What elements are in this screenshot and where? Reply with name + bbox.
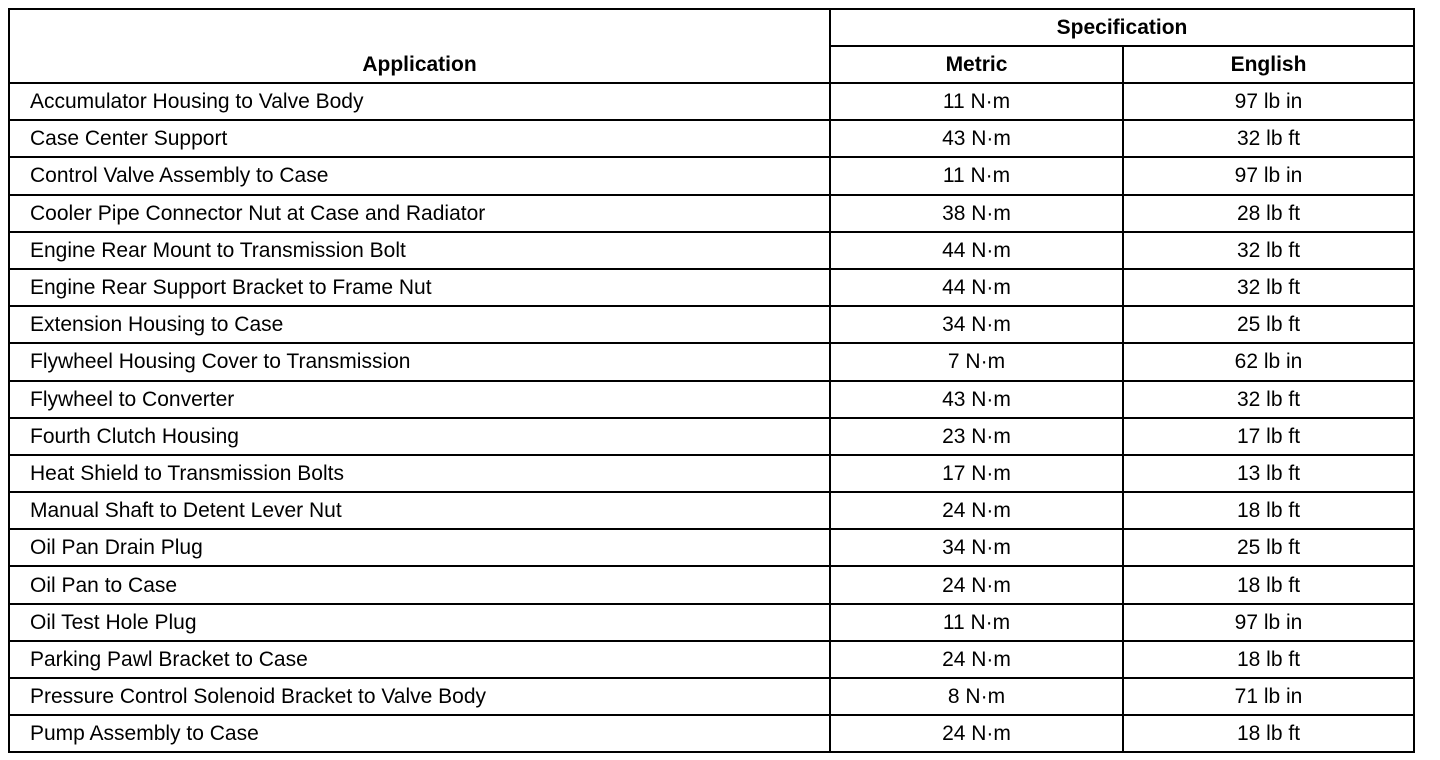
cell-application: Flywheel Housing Cover to Transmission — [8, 342, 831, 382]
cell-metric: 11 N·m — [829, 156, 1124, 196]
cell-english: 25 lb ft — [1121, 528, 1416, 568]
cell-english: 97 lb in — [1121, 602, 1416, 642]
table-row: Pump Assembly to Case 24 N·m 18 lb ft — [8, 714, 1416, 754]
table-row: Flywheel Housing Cover to Transmission 7 … — [8, 342, 1416, 382]
cell-metric: 11 N·m — [829, 81, 1124, 122]
cell-application: Oil Test Hole Plug — [8, 602, 831, 642]
table-row: Engine Rear Mount to Transmission Bolt 44… — [8, 230, 1416, 270]
table-row: Accumulator Housing to Valve Body 11 N·m 9… — [8, 81, 1416, 122]
cell-english: 32 lb ft — [1121, 230, 1416, 270]
cell-english: 18 lb ft — [1121, 565, 1416, 605]
cell-english: 71 lb in — [1121, 676, 1416, 717]
cell-metric: 43 N·m — [829, 379, 1124, 419]
table-row: Pressure Control Solenoid Bracket to Val… — [8, 676, 1416, 717]
header-specification: Specification — [828, 8, 1416, 47]
cell-english: 17 lb ft — [1121, 416, 1416, 456]
table-row: Flywheel to Converter 43 N·m 32 lb ft — [8, 379, 1416, 419]
cell-application: Case Center Support — [8, 119, 831, 159]
cell-english: 18 lb ft — [1121, 714, 1416, 754]
cell-application: Extension Housing to Case — [8, 305, 831, 345]
cell-metric: 44 N·m — [829, 230, 1124, 270]
cell-metric: 24 N·m — [829, 491, 1124, 531]
cell-metric: 44 N·m — [829, 267, 1124, 308]
cell-metric: 11 N·m — [829, 602, 1124, 642]
cell-application: Engine Rear Support Bracket to Frame Nut — [8, 267, 831, 308]
table-row: Extension Housing to Case 34 N·m 25 lb ft — [8, 305, 1416, 345]
cell-metric: 17 N·m — [829, 453, 1124, 494]
table-row: Oil Test Hole Plug 11 N·m 97 lb in — [8, 602, 1416, 642]
cell-metric: 24 N·m — [829, 714, 1124, 754]
cell-metric: 34 N·m — [829, 305, 1124, 345]
cell-application: Heat Shield to Transmission Bolts — [8, 453, 831, 494]
table-row: Case Center Support 43 N·m 32 lb ft — [8, 119, 1416, 159]
table-row: Oil Pan Drain Plug 34 N·m 25 lb ft — [8, 528, 1416, 568]
table-row: Control Valve Assembly to Case 11 N·m 97 l… — [8, 156, 1416, 196]
cell-english: 18 lb ft — [1121, 491, 1416, 531]
cell-english: 18 lb ft — [1121, 639, 1416, 680]
cell-metric: 38 N·m — [829, 193, 1124, 233]
table-row: Heat Shield to Transmission Bolts 17 N·m 1… — [8, 453, 1416, 494]
cell-english: 97 lb in — [1121, 81, 1416, 122]
table-row: Engine Rear Support Bracket to Frame Nut… — [8, 267, 1416, 308]
cell-english: 25 lb ft — [1121, 305, 1416, 345]
cell-application: Control Valve Assembly to Case — [8, 156, 831, 196]
table-row: Parking Pawl Bracket to Case 24 N·m 18 lb … — [8, 639, 1416, 680]
header-metric: Metric — [829, 45, 1124, 84]
cell-metric: 34 N·m — [829, 528, 1124, 568]
cell-english: 32 lb ft — [1121, 379, 1416, 419]
cell-english: 32 lb ft — [1121, 267, 1416, 308]
cell-application: Accumulator Housing to Valve Body — [8, 81, 831, 122]
cell-application: Engine Rear Mount to Transmission Bolt — [8, 230, 831, 270]
cell-application: Oil Pan Drain Plug — [8, 528, 831, 568]
table-row: Fourth Clutch Housing 23 N·m 17 lb ft — [8, 416, 1416, 456]
cell-application: Parking Pawl Bracket to Case — [8, 639, 831, 680]
torque-spec-table: Application Specification Metric English… — [8, 8, 1416, 754]
cell-english: 97 lb in — [1121, 156, 1416, 196]
cell-application: Pressure Control Solenoid Bracket to Val… — [8, 676, 831, 717]
cell-metric: 8 N·m — [829, 676, 1124, 717]
cell-application: Oil Pan to Case — [8, 565, 831, 605]
cell-application: Manual Shaft to Detent Lever Nut — [8, 491, 831, 531]
header-english: English — [1121, 45, 1416, 84]
cell-metric: 7 N·m — [829, 342, 1124, 382]
cell-application: Flywheel to Converter — [8, 379, 831, 419]
table-row: Cooler Pipe Connector Nut at Case and Ra… — [8, 193, 1416, 233]
cell-english: 28 lb ft — [1121, 193, 1416, 233]
cell-application: Cooler Pipe Connector Nut at Case and Ra… — [8, 193, 831, 233]
cell-english: 13 lb ft — [1121, 453, 1416, 494]
cell-metric: 43 N·m — [829, 119, 1124, 159]
table-row: Oil Pan to Case 24 N·m 18 lb ft — [8, 565, 1416, 605]
table-row: Manual Shaft to Detent Lever Nut 24 N·m 18… — [8, 491, 1416, 531]
cell-english: 32 lb ft — [1121, 119, 1416, 159]
header-application: Application — [8, 8, 831, 84]
cell-metric: 24 N·m — [829, 639, 1124, 680]
cell-application: Pump Assembly to Case — [8, 714, 831, 754]
cell-english: 62 lb in — [1121, 342, 1416, 382]
cell-metric: 23 N·m — [829, 416, 1124, 456]
cell-metric: 24 N·m — [829, 565, 1124, 605]
cell-application: Fourth Clutch Housing — [8, 416, 831, 456]
